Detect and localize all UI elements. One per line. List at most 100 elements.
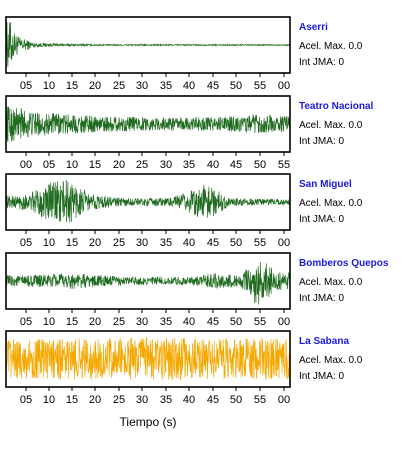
- jma-intensity-label: Int JMA:: [299, 57, 339, 68]
- x-tick-label: 05: [20, 237, 32, 249]
- x-tick-label: 40: [183, 394, 195, 406]
- x-tick-label: 55: [254, 316, 266, 328]
- jma-intensity-readout: Int JMA: 0: [299, 136, 407, 147]
- acel-max-readout: Acel. Max. 0.0: [299, 355, 407, 366]
- waveform-trace: [5, 262, 291, 305]
- acel-max-value: 0.0: [348, 120, 363, 131]
- jma-intensity-readout: Int JMA: 0: [299, 57, 407, 68]
- x-tick-label: 50: [230, 316, 242, 328]
- panel-frame: [5, 16, 291, 74]
- x-tick-label: 15: [89, 159, 101, 171]
- x-tick-label: 05: [43, 159, 55, 171]
- x-axis-label: Tiempo (s): [120, 415, 177, 429]
- x-tick-label: 20: [89, 394, 101, 406]
- jma-intensity-value: 0: [338, 293, 345, 304]
- x-tick-label: 20: [89, 80, 101, 92]
- jma-intensity-value: 0: [338, 214, 345, 225]
- x-tick-label: 40: [207, 159, 219, 171]
- acel-max-label: Acel. Max.: [299, 355, 349, 366]
- acel-max-readout: Acel. Max. 0.0: [299, 277, 407, 288]
- station-name: Aserri: [299, 22, 328, 33]
- x-tick-label: 00: [278, 316, 290, 328]
- acel-max-value: 0.0: [348, 277, 363, 288]
- x-tick-label: 25: [113, 394, 125, 406]
- x-tick-label: 25: [136, 159, 148, 171]
- x-tick-label: 00: [278, 237, 290, 249]
- x-tick-label: 10: [43, 80, 55, 92]
- x-tick-label: 50: [230, 394, 242, 406]
- x-tick-label: 15: [66, 237, 78, 249]
- x-tick-label: 25: [113, 80, 125, 92]
- x-tick-label: 30: [136, 80, 148, 92]
- x-tick-label: 30: [160, 159, 172, 171]
- x-tick-label: 55: [254, 80, 266, 92]
- x-tick-label: 20: [113, 159, 125, 171]
- panel-frame: [5, 95, 291, 153]
- x-tick-label: 15: [66, 394, 78, 406]
- x-tick-label: 35: [183, 159, 195, 171]
- x-tick-label: 40: [183, 80, 195, 92]
- jma-intensity-label: Int JMA:: [299, 371, 339, 382]
- panel-frame: [5, 330, 291, 388]
- acel-max-label: Acel. Max.: [299, 41, 349, 52]
- x-tick-label: 45: [207, 237, 219, 249]
- station-name: Teatro Nacional: [299, 101, 374, 112]
- waveform-trace: [5, 337, 291, 381]
- jma-intensity-readout: Int JMA: 0: [299, 293, 407, 304]
- x-tick-label: 15: [66, 80, 78, 92]
- jma-intensity-value: 0: [338, 57, 345, 68]
- x-tick-label: 10: [43, 394, 55, 406]
- x-tick-label: 20: [89, 237, 101, 249]
- station-info-panel: San Miguel Acel. Max. 0.0 Int JMA: 0: [299, 179, 407, 225]
- station-name: La Sabana: [299, 336, 350, 347]
- jma-intensity-readout: Int JMA: 0: [299, 371, 407, 382]
- station-info-panel: Aserri Acel. Max. 0.0 Int JMA: 0: [299, 22, 407, 68]
- x-tick-label: 40: [183, 237, 195, 249]
- x-tick-label: 55: [254, 237, 266, 249]
- x-tick-label: 15: [66, 316, 78, 328]
- acel-max-value: 0.0: [348, 198, 363, 209]
- x-tick-label: 00: [20, 159, 32, 171]
- x-tick-label: 10: [43, 237, 55, 249]
- x-tick-label: 50: [230, 237, 242, 249]
- x-tick-label: 35: [160, 80, 172, 92]
- jma-intensity-value: 0: [338, 136, 345, 147]
- x-tick-label: 10: [43, 316, 55, 328]
- x-tick-label: 00: [278, 80, 290, 92]
- x-tick-label: 30: [136, 394, 148, 406]
- x-tick-label: 05: [20, 394, 32, 406]
- panel-frame: [5, 252, 291, 310]
- x-tick-label: 25: [113, 316, 125, 328]
- station-info-panel: La Sabana Acel. Max. 0.0 Int JMA: 0: [299, 336, 407, 382]
- station-name: Bomberos Quepos: [299, 258, 389, 269]
- acel-max-label: Acel. Max.: [299, 120, 349, 131]
- acel-max-value: 0.0: [348, 41, 363, 52]
- acel-max-value: 0.0: [348, 355, 363, 366]
- x-tick-label: 05: [20, 316, 32, 328]
- jma-intensity-value: 0: [338, 371, 345, 382]
- x-tick-label: 35: [160, 394, 172, 406]
- acel-max-label: Acel. Max.: [299, 198, 349, 209]
- waveform-trace: [5, 106, 291, 143]
- x-tick-label: 55: [278, 159, 290, 171]
- jma-intensity-label: Int JMA:: [299, 136, 339, 147]
- station-info-panel: Teatro Nacional Acel. Max. 0.0 Int JMA: 0: [299, 101, 407, 147]
- x-tick-label: 35: [160, 316, 172, 328]
- x-tick-label: 25: [113, 237, 125, 249]
- x-tick-label: 45: [207, 316, 219, 328]
- x-tick-label: 00: [278, 394, 290, 406]
- x-tick-label: 45: [207, 80, 219, 92]
- acel-max-readout: Acel. Max. 0.0: [299, 198, 407, 209]
- x-tick-label: 45: [230, 159, 242, 171]
- x-tick-label: 40: [183, 316, 195, 328]
- x-tick-label: 20: [89, 316, 101, 328]
- x-tick-label: 55: [254, 394, 266, 406]
- x-tick-label: 50: [230, 80, 242, 92]
- jma-intensity-label: Int JMA:: [299, 214, 339, 225]
- x-tick-label: 10: [66, 159, 78, 171]
- x-tick-label: 45: [207, 394, 219, 406]
- acel-max-readout: Acel. Max. 0.0: [299, 120, 407, 131]
- x-tick-label: 35: [160, 237, 172, 249]
- station-info-panel: Bomberos Quepos Acel. Max. 0.0 Int JMA: 0: [299, 258, 407, 304]
